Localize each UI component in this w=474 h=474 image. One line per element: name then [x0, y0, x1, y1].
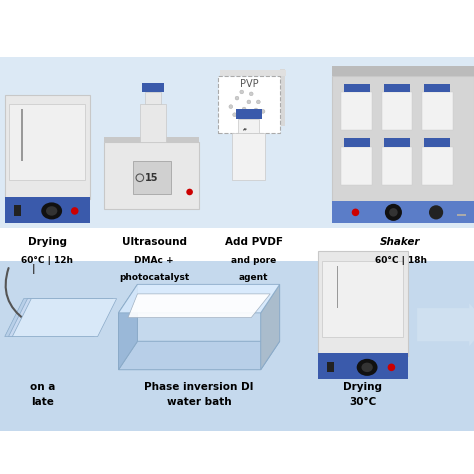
FancyBboxPatch shape	[220, 70, 286, 76]
Text: agent: agent	[239, 273, 268, 282]
FancyBboxPatch shape	[384, 84, 410, 92]
FancyBboxPatch shape	[332, 201, 474, 223]
Text: and pore: and pore	[231, 256, 276, 265]
Ellipse shape	[240, 90, 244, 94]
FancyBboxPatch shape	[145, 92, 161, 104]
FancyBboxPatch shape	[341, 92, 372, 130]
Polygon shape	[128, 294, 270, 318]
FancyBboxPatch shape	[0, 57, 474, 228]
FancyBboxPatch shape	[318, 251, 408, 356]
FancyBboxPatch shape	[142, 83, 164, 92]
FancyBboxPatch shape	[14, 205, 21, 216]
Ellipse shape	[233, 113, 237, 117]
FancyBboxPatch shape	[344, 138, 370, 147]
Ellipse shape	[385, 204, 402, 221]
FancyBboxPatch shape	[104, 142, 199, 209]
Ellipse shape	[429, 205, 443, 219]
Text: water bath: water bath	[167, 397, 231, 407]
Text: Drying: Drying	[28, 237, 67, 247]
Ellipse shape	[186, 189, 193, 195]
FancyBboxPatch shape	[424, 138, 450, 147]
Ellipse shape	[71, 207, 79, 215]
FancyBboxPatch shape	[327, 362, 334, 372]
Polygon shape	[118, 341, 280, 370]
Text: Add PVDF: Add PVDF	[225, 237, 283, 247]
FancyBboxPatch shape	[322, 261, 403, 337]
FancyBboxPatch shape	[424, 84, 450, 92]
FancyBboxPatch shape	[104, 137, 199, 142]
Text: 60°C | 18h: 60°C | 18h	[374, 256, 427, 265]
FancyBboxPatch shape	[21, 109, 23, 161]
Polygon shape	[118, 284, 137, 370]
FancyBboxPatch shape	[0, 261, 474, 431]
Text: late: late	[31, 397, 54, 407]
Text: DMAc +: DMAc +	[134, 256, 174, 265]
Text: photocatalyst: photocatalyst	[119, 273, 189, 282]
FancyBboxPatch shape	[457, 214, 466, 216]
FancyArrow shape	[417, 303, 474, 346]
Text: Drying: Drying	[343, 382, 382, 392]
Text: 30°C: 30°C	[349, 397, 376, 407]
FancyBboxPatch shape	[422, 147, 453, 185]
Ellipse shape	[352, 209, 359, 216]
FancyBboxPatch shape	[140, 104, 166, 142]
FancyBboxPatch shape	[382, 92, 412, 130]
FancyBboxPatch shape	[232, 133, 265, 180]
Ellipse shape	[357, 359, 378, 376]
Ellipse shape	[247, 100, 251, 104]
FancyBboxPatch shape	[5, 95, 90, 199]
Ellipse shape	[388, 364, 395, 371]
Polygon shape	[118, 284, 280, 313]
Ellipse shape	[229, 105, 233, 109]
FancyBboxPatch shape	[218, 76, 280, 133]
Text: on a: on a	[30, 382, 55, 392]
Ellipse shape	[389, 208, 398, 217]
Ellipse shape	[41, 202, 62, 219]
FancyBboxPatch shape	[133, 161, 171, 194]
Ellipse shape	[256, 100, 260, 104]
Ellipse shape	[254, 108, 258, 112]
Ellipse shape	[362, 363, 373, 372]
Text: Ultrasound: Ultrasound	[121, 237, 187, 247]
FancyBboxPatch shape	[384, 138, 410, 147]
FancyBboxPatch shape	[382, 147, 412, 185]
Text: Phase inversion DI: Phase inversion DI	[144, 382, 254, 392]
Ellipse shape	[242, 107, 246, 111]
FancyBboxPatch shape	[238, 119, 259, 133]
Text: PVP: PVP	[239, 79, 258, 90]
Ellipse shape	[261, 109, 265, 113]
FancyBboxPatch shape	[5, 197, 90, 223]
FancyBboxPatch shape	[332, 76, 474, 204]
Polygon shape	[12, 299, 117, 337]
FancyBboxPatch shape	[341, 147, 372, 185]
FancyBboxPatch shape	[344, 84, 370, 92]
Ellipse shape	[46, 206, 57, 216]
FancyBboxPatch shape	[422, 92, 453, 130]
Polygon shape	[9, 299, 113, 337]
FancyBboxPatch shape	[280, 69, 285, 126]
Ellipse shape	[235, 96, 239, 100]
Text: Shaker: Shaker	[380, 237, 421, 247]
Text: 15: 15	[145, 173, 158, 183]
FancyBboxPatch shape	[9, 104, 85, 180]
Polygon shape	[261, 284, 280, 370]
Text: l: l	[31, 264, 35, 277]
Polygon shape	[5, 299, 109, 337]
Ellipse shape	[249, 92, 253, 96]
FancyBboxPatch shape	[337, 266, 338, 308]
Text: 60°C | 12h: 60°C | 12h	[21, 256, 73, 265]
FancyBboxPatch shape	[332, 66, 474, 76]
FancyBboxPatch shape	[236, 109, 262, 119]
FancyBboxPatch shape	[318, 353, 408, 379]
